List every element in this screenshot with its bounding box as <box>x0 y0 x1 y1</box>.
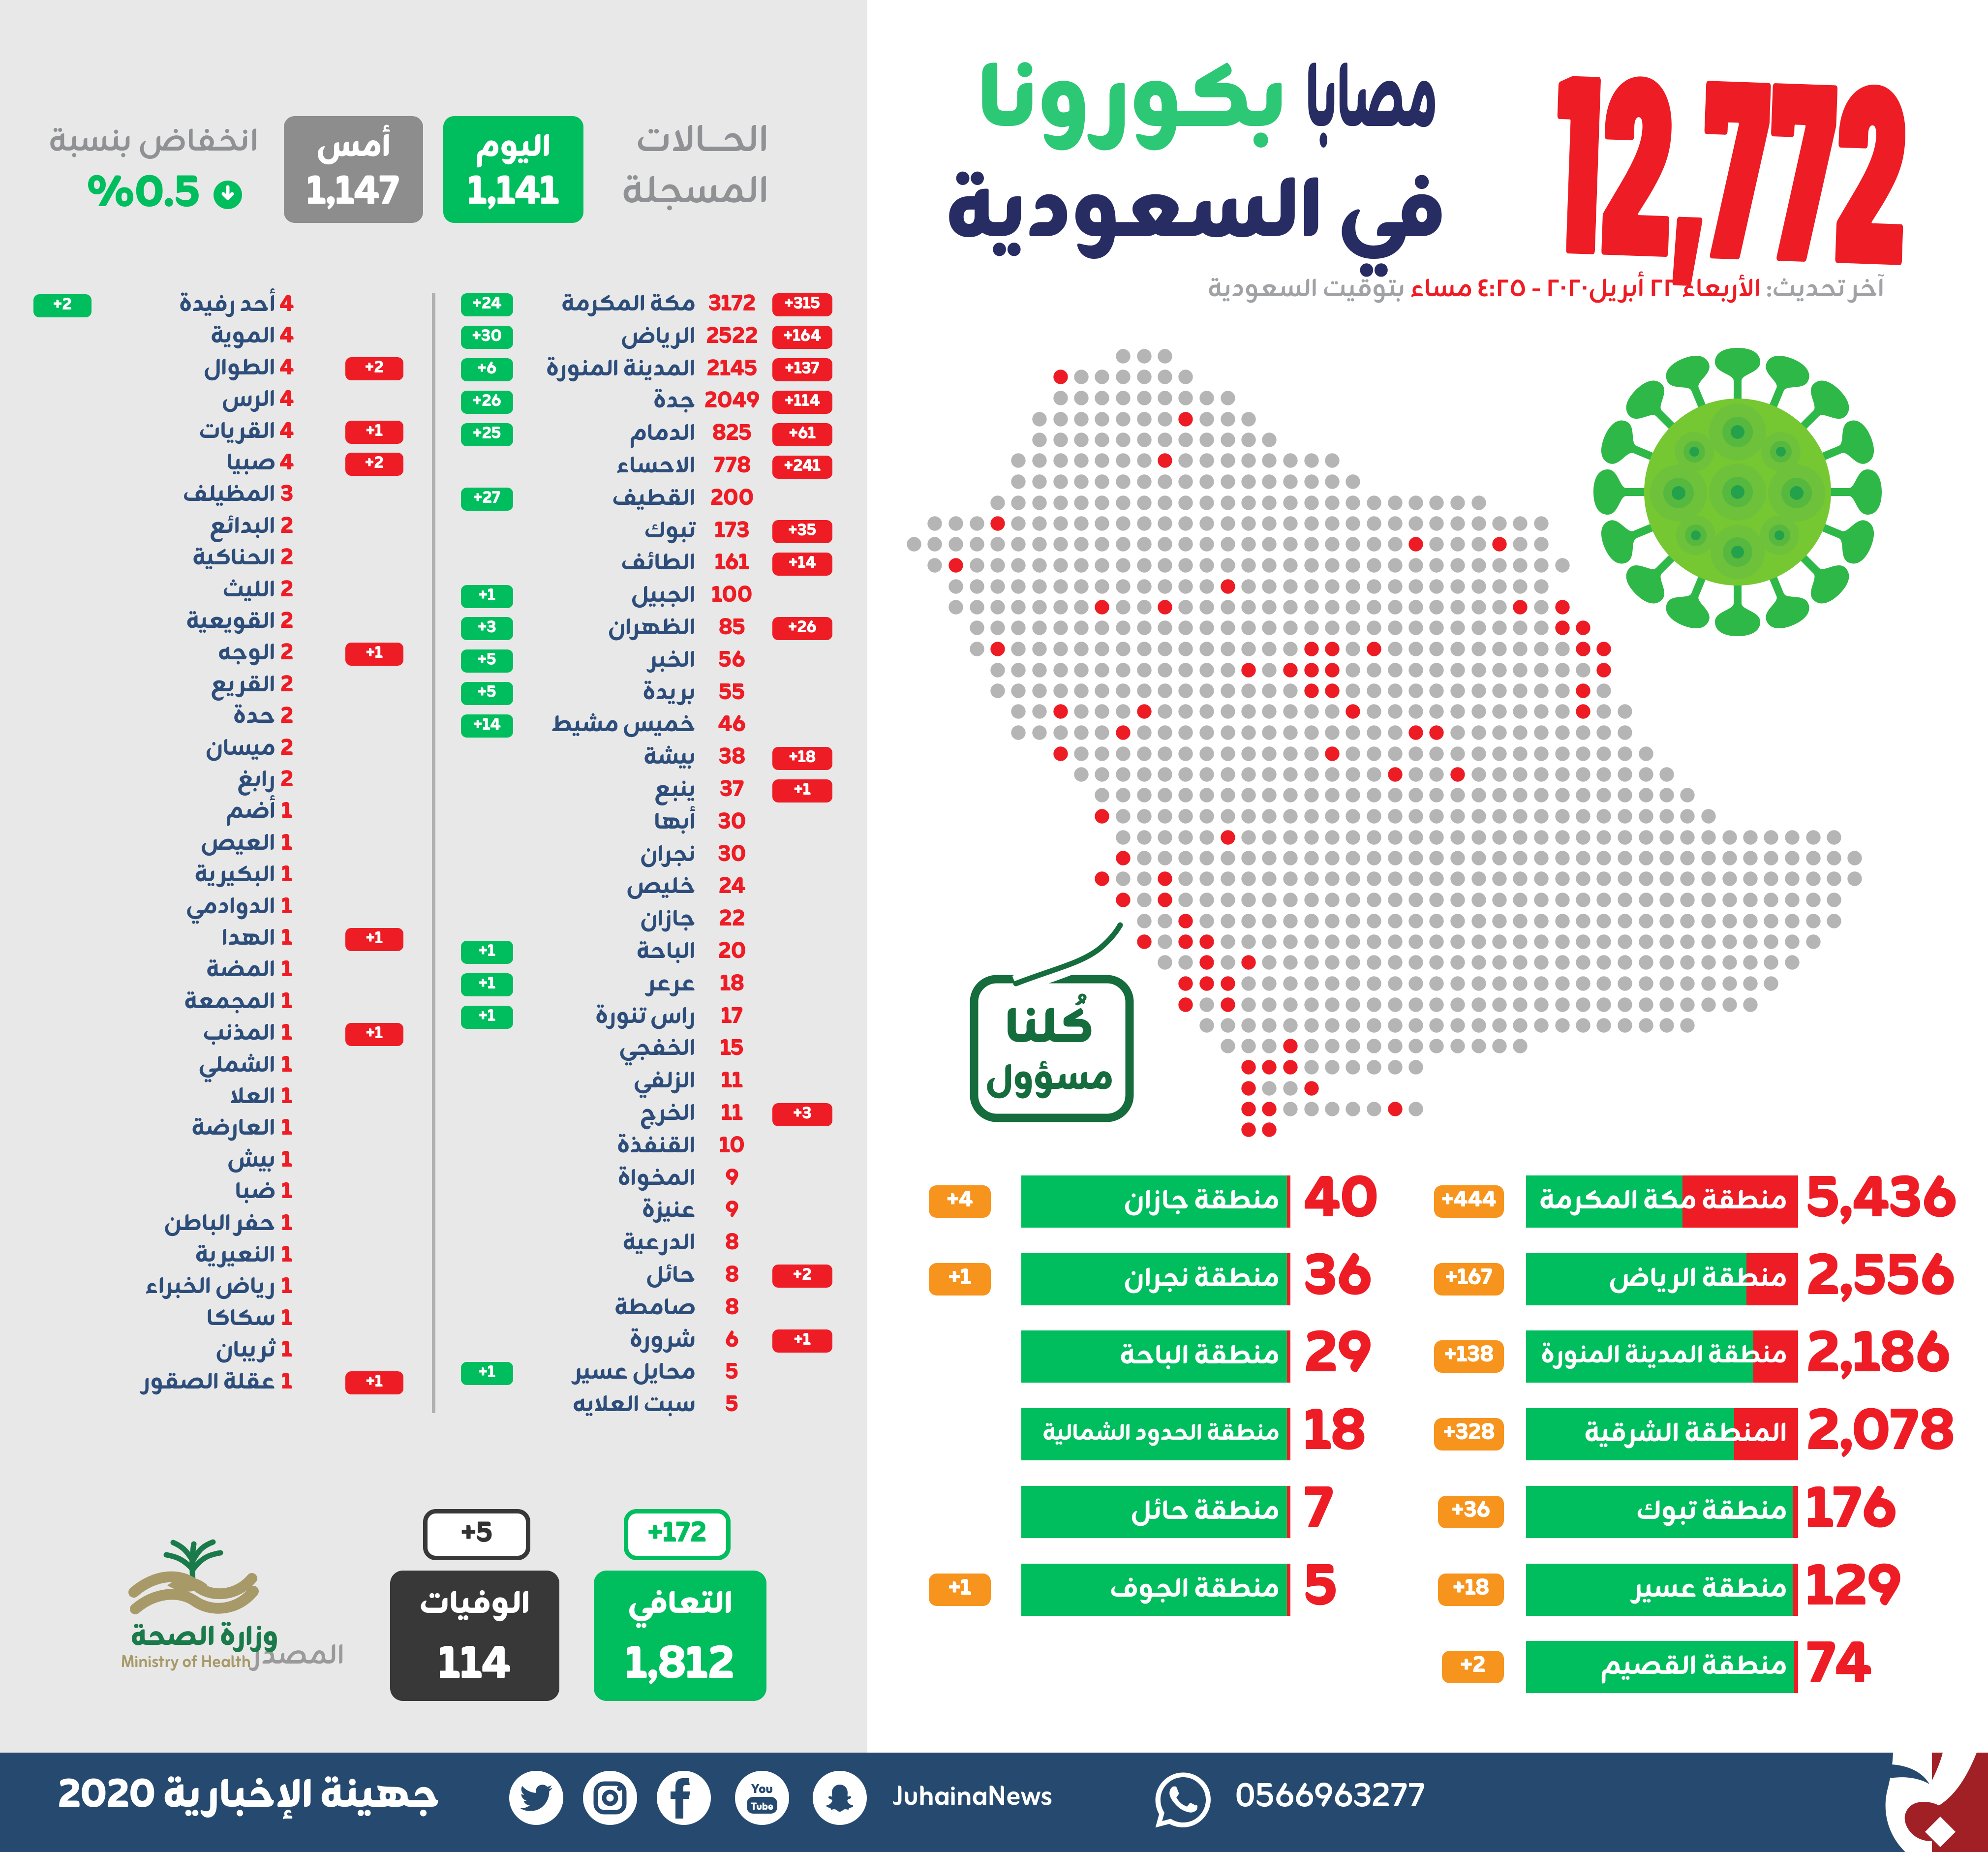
svg-text:Tube: Tube <box>751 1799 773 1816</box>
svg-text:You: You <box>751 1779 773 1800</box>
